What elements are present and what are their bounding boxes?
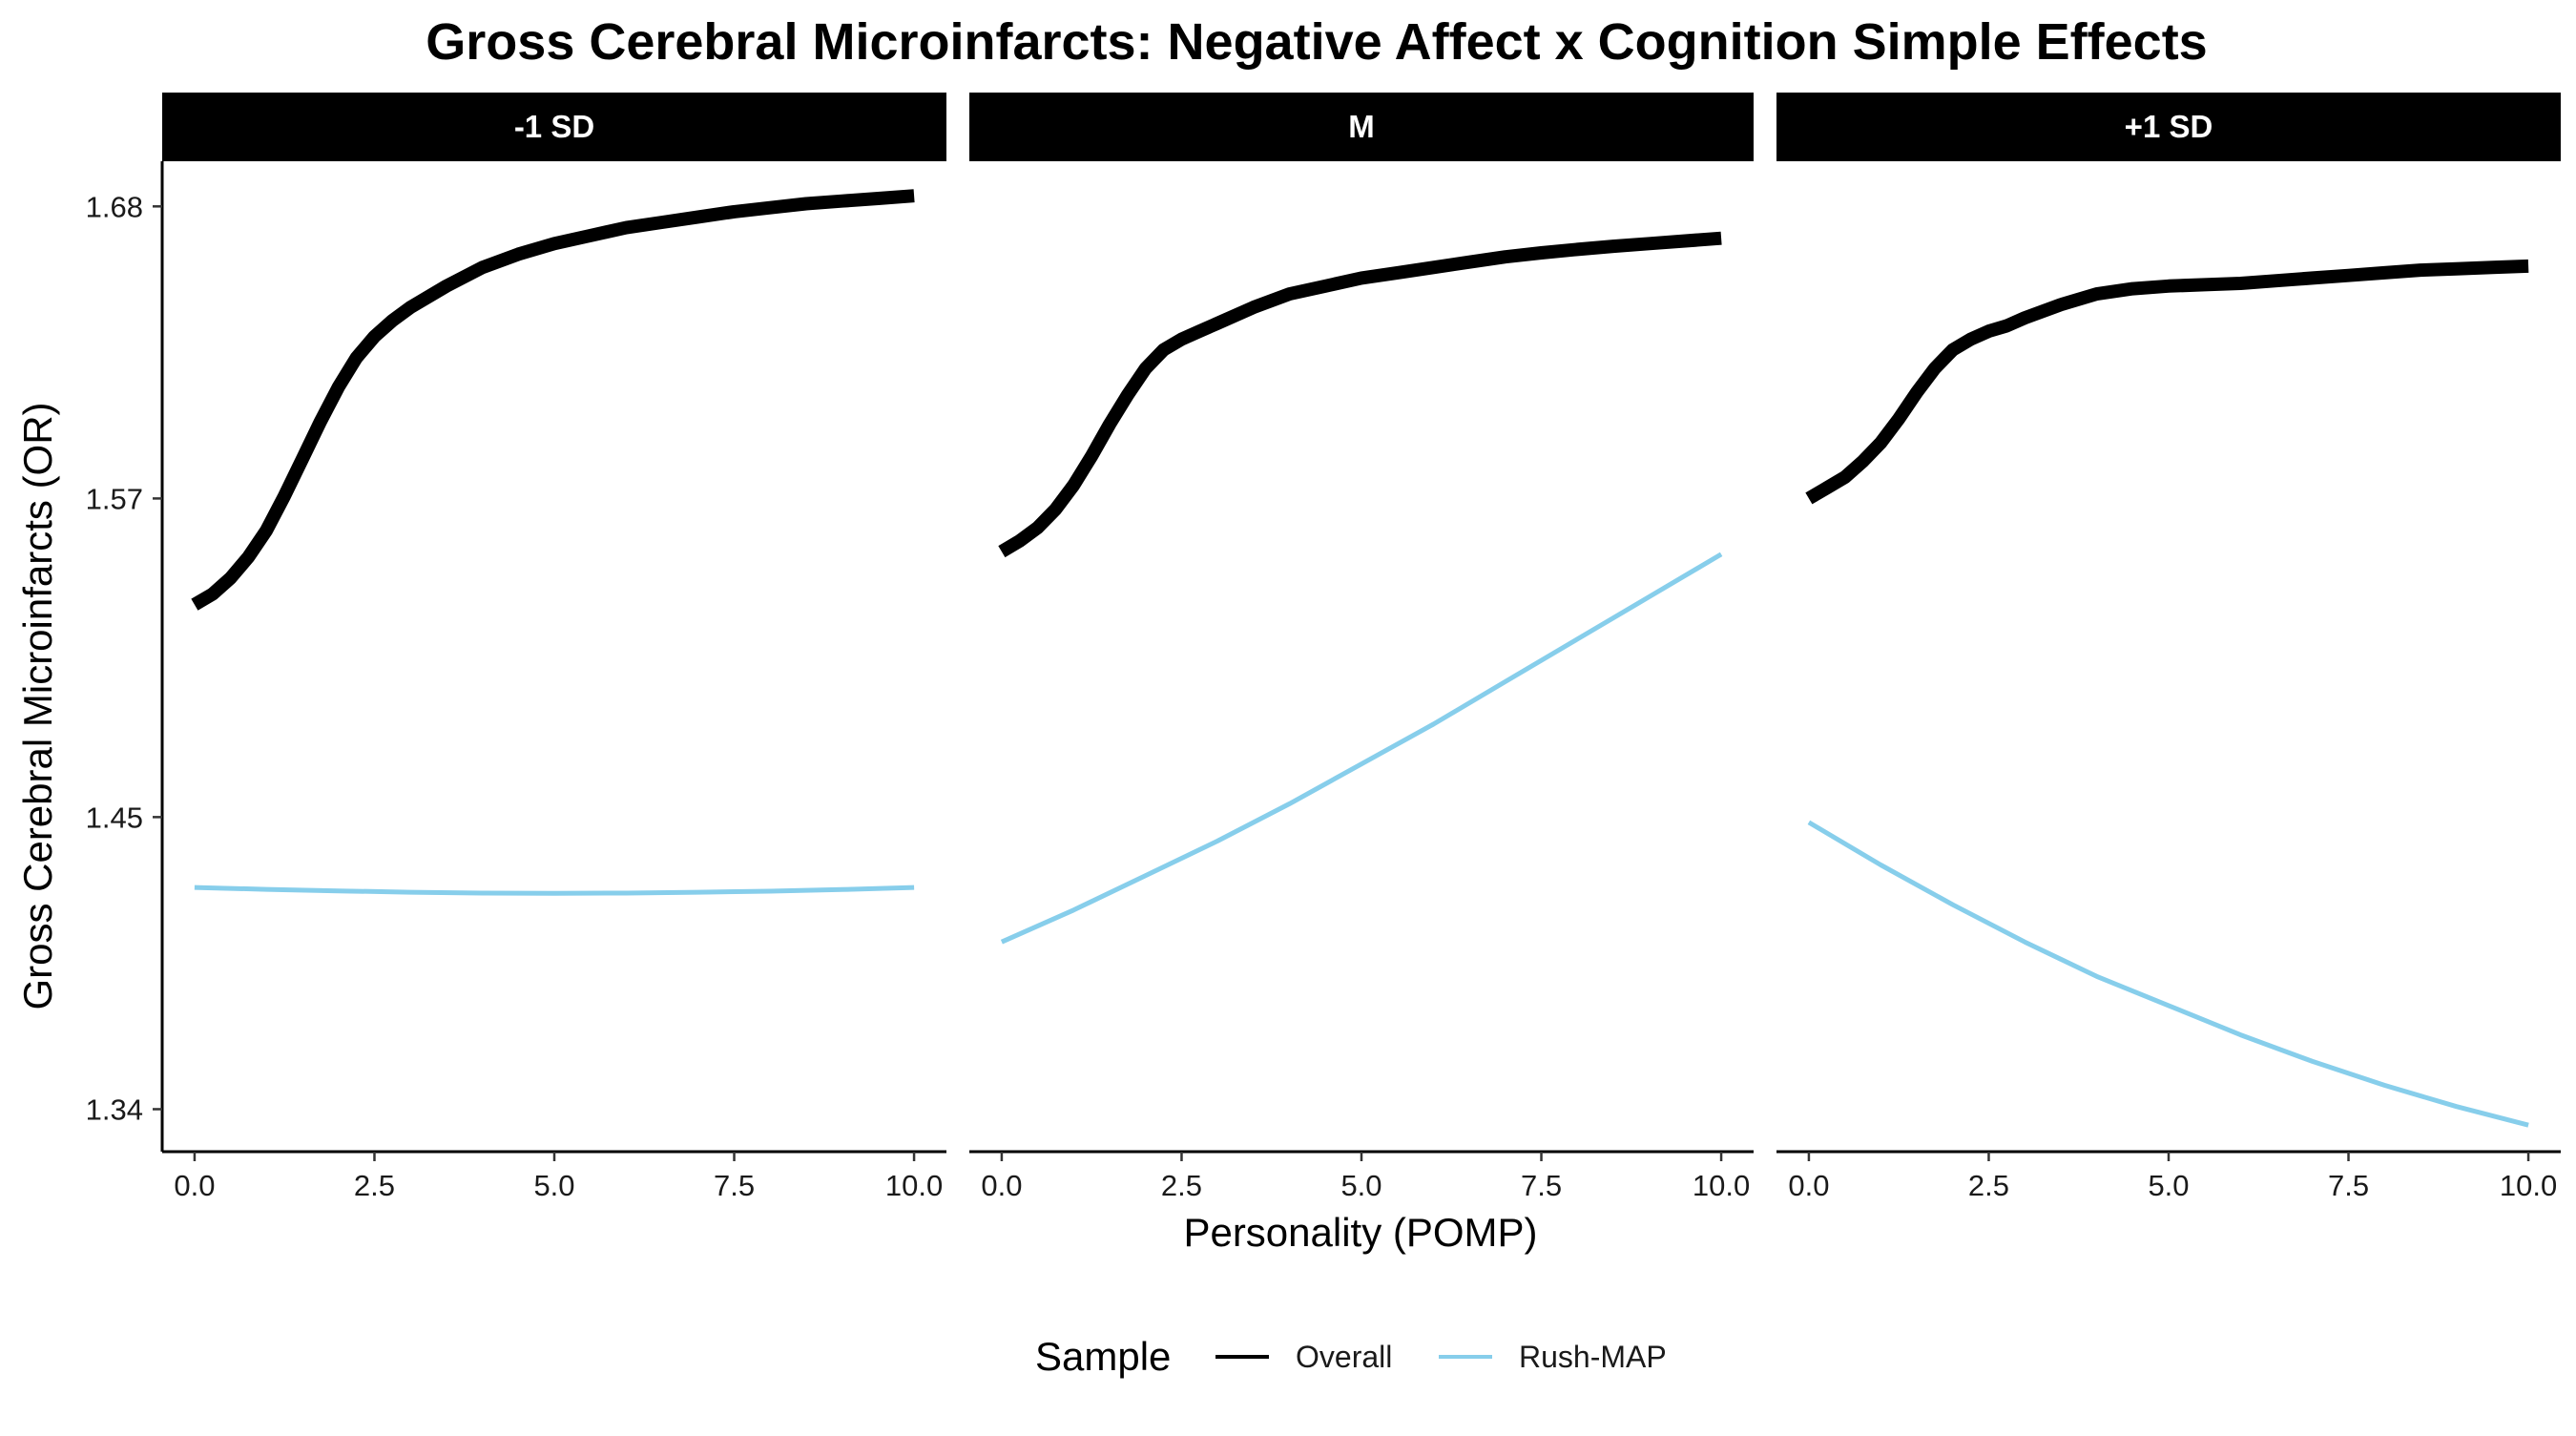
x-tick-label: 7.5: [1521, 1169, 1562, 1202]
panel-1-sd: +1 SD 0.0 2.5 5.0 7.5 10.0: [1776, 93, 2561, 1202]
x-tick-label: 5.0: [533, 1169, 574, 1202]
x-tick-label: 10.0: [2500, 1169, 2557, 1202]
facet-strip: [969, 93, 1754, 161]
x-tick-label: 2.5: [354, 1169, 395, 1202]
x-tick-label: 2.5: [1968, 1169, 2009, 1202]
y-axis-title: Gross Cerebral Microinfarcts (OR): [15, 402, 60, 1009]
legend: Sample Overall Rush-MAP: [1035, 1334, 1667, 1379]
y-tick-label: 1.57: [86, 482, 143, 515]
x-tick-label: 0.0: [981, 1169, 1022, 1202]
series-line-overall: [998, 231, 1722, 558]
chart-title: Gross Cerebral Microinfarcts: Negative A…: [426, 13, 2207, 71]
facet-strip-label: -1 SD: [514, 109, 594, 144]
x-tick-label: 10.0: [1693, 1169, 1750, 1202]
series-line-overall: [1805, 259, 2529, 505]
x-tick-label: 7.5: [714, 1169, 755, 1202]
x-tick-label: 5.0: [1340, 1169, 1381, 1202]
y-tick-label: 1.34: [86, 1093, 143, 1126]
x-axis-title: Personality (POMP): [1183, 1210, 1537, 1255]
panel-m: M 0.0 2.5 5.0 7.5 10.0: [969, 93, 1754, 1202]
facet-strip-label: +1 SD: [2125, 109, 2213, 144]
x-tick-label: 10.0: [885, 1169, 943, 1202]
x-tick-label: 5.0: [2148, 1169, 2189, 1202]
facet-strip-label: M: [1348, 109, 1375, 144]
series-line-overall: [191, 189, 915, 611]
x-tick-label: 0.0: [1788, 1169, 1829, 1202]
x-tick-label: 0.0: [174, 1169, 215, 1202]
panels-layer: -1 SD 0.0 2.5 5.0 7.5 10.0 1.34 1.45 1.57 1.68 M 0.…: [86, 93, 2561, 1202]
legend-title: Sample: [1035, 1334, 1171, 1379]
legend-label-rush-map: Rush-MAP: [1519, 1340, 1667, 1374]
facet-strip: [162, 93, 946, 161]
y-tick-label: 1.68: [86, 190, 143, 223]
series-line-rush-map: [1807, 820, 2529, 1128]
panel-1-sd: -1 SD 0.0 2.5 5.0 7.5 10.0 1.34 1.45 1.57 1.68: [86, 93, 946, 1202]
facet-strip: [1776, 93, 2561, 161]
legend-label-overall: Overall: [1296, 1340, 1392, 1374]
series-line-rush-map: [194, 884, 915, 896]
y-tick-label: 1.45: [86, 801, 143, 834]
x-tick-label: 2.5: [1161, 1169, 1202, 1202]
x-tick-label: 7.5: [2328, 1169, 2369, 1202]
series-line-rush-map: [1000, 552, 1723, 945]
